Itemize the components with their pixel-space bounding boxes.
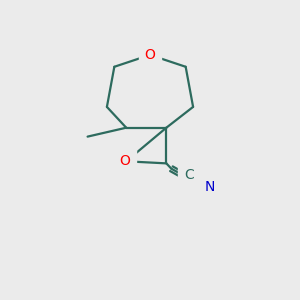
Text: O: O (119, 154, 130, 168)
Text: N: N (204, 180, 214, 194)
Text: O: O (145, 48, 155, 62)
Text: C: C (184, 168, 194, 182)
